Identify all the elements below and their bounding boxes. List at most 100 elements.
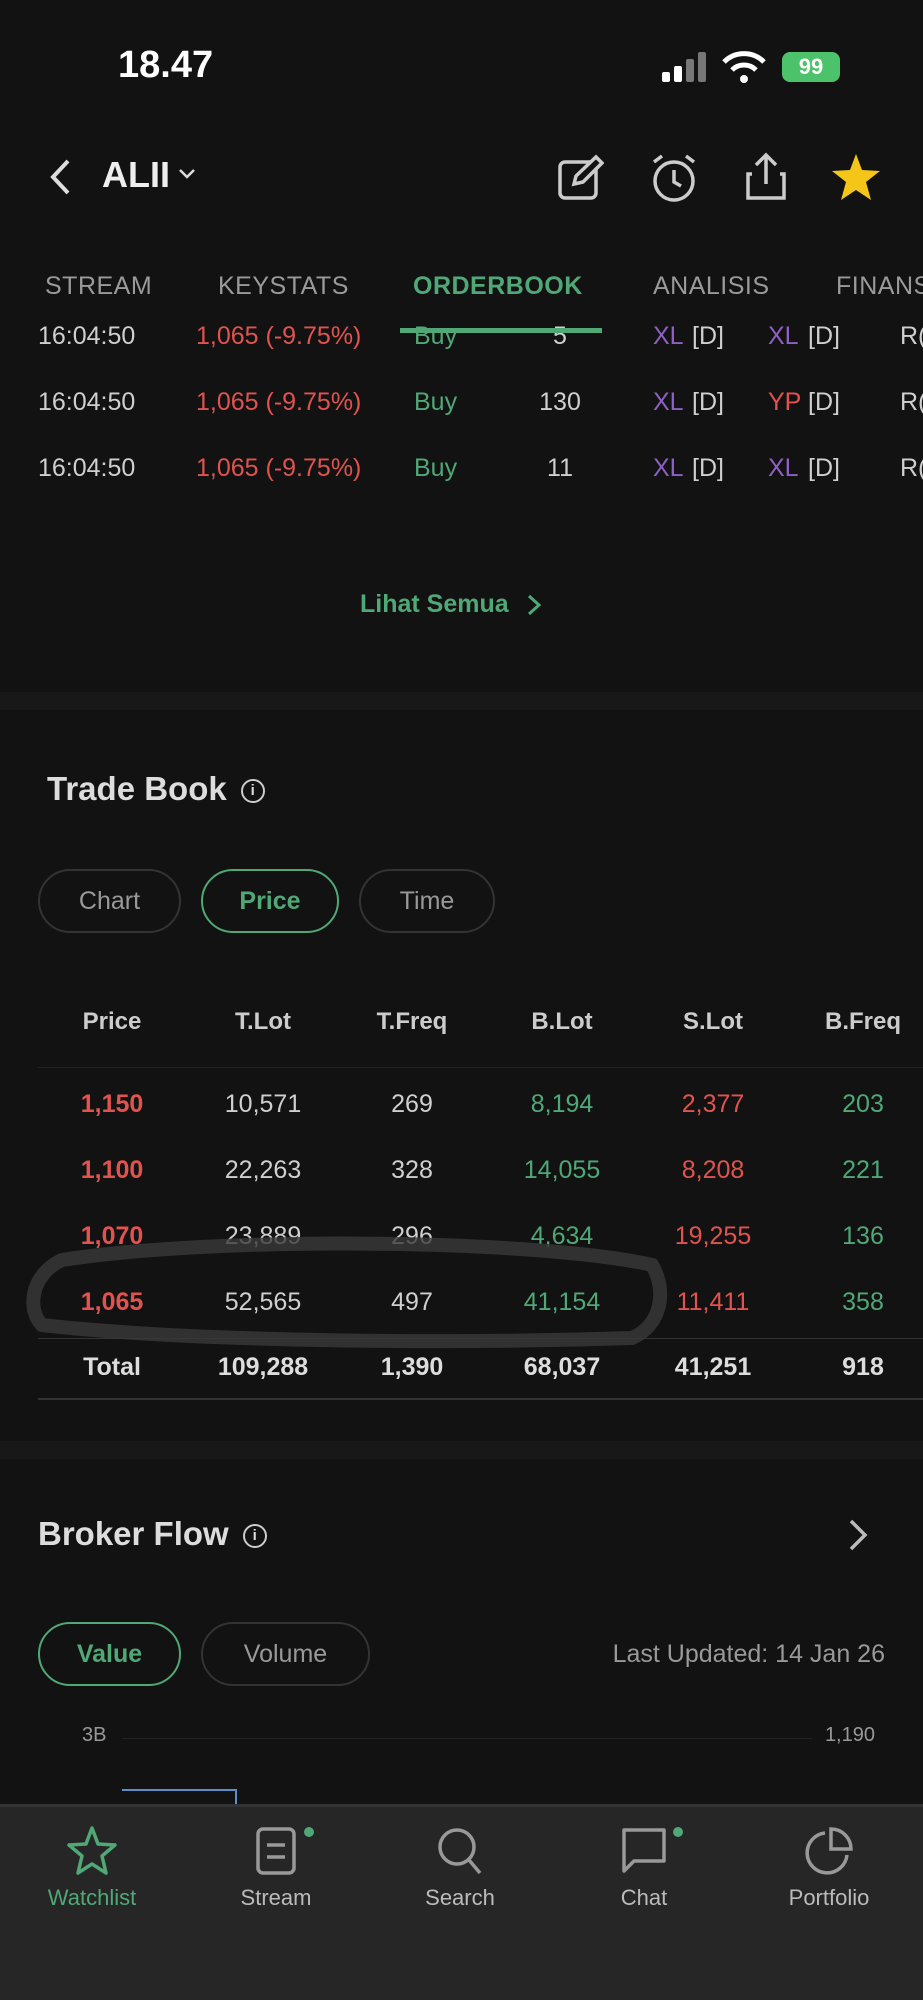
filter-price[interactable]: Price (201, 869, 339, 933)
stream-price: 1,065 (-9.75%) (196, 322, 362, 350)
stream-action: Buy (414, 322, 458, 350)
cell-price: 1,065 (80, 1288, 144, 1316)
star-icon (67, 1826, 117, 1875)
chart-gridline (122, 1738, 812, 1739)
nav-watchlist[interactable]: Watchlist (17, 1825, 167, 1911)
tab-finansial[interactable]: FINANS (836, 272, 923, 300)
status-time: 18.47 (118, 44, 214, 86)
see-all-link[interactable]: Lihat Semua (360, 590, 542, 619)
search-icon (438, 1828, 482, 1875)
notification-dot (673, 1827, 683, 1837)
stream-price: 1,065 (-9.75%) (196, 388, 362, 416)
alarm-icon[interactable] (648, 152, 700, 204)
edit-icon[interactable] (556, 154, 604, 202)
cell-price: 1,100 (80, 1156, 144, 1184)
filter-time[interactable]: Time (359, 869, 495, 933)
cell-t-freq: T.Freq (376, 1008, 448, 1035)
cell-t-freq: 497 (391, 1288, 433, 1316)
cell-s-lot: S.Lot (683, 1008, 743, 1035)
table-header: Price T.Lot T.Freq B.Lot S.Lot B.Freq (38, 1008, 923, 1068)
broker-flow-title-text: Broker Flow (38, 1515, 229, 1552)
nav-label: Watchlist (47, 1885, 137, 1910)
cell-b-lot: 14,055 (523, 1156, 601, 1184)
active-tab-indicator (400, 328, 602, 333)
y-axis-right-label: 1,190 (824, 1724, 875, 1746)
share-icon[interactable] (744, 152, 788, 202)
cell-b-freq: 918 (842, 1353, 884, 1381)
chevron-down-icon[interactable] (178, 168, 196, 180)
cell-s-lot: 2,377 (681, 1090, 745, 1118)
nav-search[interactable]: Search (385, 1825, 535, 1911)
cell-t-lot: 10,571 (224, 1090, 302, 1118)
hand-drawn-highlight (26, 1236, 668, 1349)
stream-price: 1,065 (-9.75%) (196, 454, 362, 482)
info-icon[interactable]: i (242, 1524, 267, 1549)
info-icon[interactable]: i (240, 779, 265, 804)
section-divider (0, 1441, 923, 1459)
stream-buyer-type: [D] (692, 454, 724, 482)
stream-lot: 130 (539, 388, 581, 416)
stream-seller: XL (768, 322, 799, 350)
cell-b-freq: 136 (842, 1222, 884, 1250)
stream-buyer: XL (653, 322, 684, 350)
broker-flow-title: Broker Flow i (38, 1515, 267, 1553)
trade-book-title: Trade Book i (47, 770, 265, 808)
battery-indicator: 99 (782, 52, 840, 82)
tab-analisis[interactable]: ANALISIS (653, 272, 770, 300)
cell-s-lot: 19,255 (674, 1222, 752, 1250)
cell-s-lot: 11,411 (676, 1288, 750, 1316)
back-chevron-icon[interactable] (48, 158, 72, 196)
tab-keystats[interactable]: KEYSTATS (218, 272, 349, 300)
cell-t-freq: 1,390 (380, 1353, 444, 1381)
see-all-label: Lihat Semua (360, 590, 509, 618)
trade-book-title-text: Trade Book (47, 770, 227, 807)
stream-extra: R( (900, 322, 923, 350)
signal-icon (662, 52, 706, 82)
cell-price: 1,150 (80, 1090, 144, 1118)
nav-stream[interactable]: Stream (201, 1825, 351, 1911)
cell-t-lot: 109,288 (217, 1353, 309, 1381)
stream-action: Buy (414, 454, 458, 482)
stream-lot: 11 (547, 454, 573, 482)
bottom-nav: Watchlist Stream Search Chat Portfolio (0, 1804, 923, 2000)
stream-buyer-type: [D] (692, 388, 724, 416)
cell-s-lot: 8,208 (681, 1156, 745, 1184)
stream-lot: 5 (553, 322, 567, 350)
stream-time: 16:04:50 (38, 454, 136, 482)
stream-seller-type: [D] (808, 388, 840, 416)
cell-price: Total (83, 1353, 141, 1381)
notification-dot (304, 1827, 314, 1837)
chevron-right-icon[interactable] (848, 1518, 868, 1552)
nav-label: Search (425, 1885, 495, 1910)
stream-seller-type: [D] (808, 454, 840, 482)
nav-label: Stream (240, 1885, 312, 1910)
cell-t-freq: 328 (391, 1156, 433, 1184)
cell-b-freq: 221 (842, 1156, 884, 1184)
nav-portfolio[interactable]: Portfolio (754, 1825, 904, 1911)
cell-b-lot: 41,154 (523, 1288, 601, 1316)
filter-chart[interactable]: Chart (38, 869, 181, 933)
filter-value[interactable]: Value (38, 1622, 181, 1686)
stream-action: Buy (414, 388, 458, 416)
favorite-star-icon[interactable] (830, 152, 882, 202)
cell-b-freq: 358 (842, 1288, 884, 1316)
symbol-title[interactable]: ALII (102, 154, 170, 195)
chat-icon (622, 1828, 666, 1873)
cell-price: Price (82, 1008, 142, 1035)
cell-b-freq: B.Freq (824, 1008, 901, 1035)
nav-chat[interactable]: Chat (569, 1825, 719, 1911)
tab-stream[interactable]: STREAM (45, 272, 153, 300)
stream-seller: YP (768, 388, 802, 416)
cell-b-lot: 8,194 (530, 1090, 594, 1118)
nav-label: Chat (620, 1885, 668, 1910)
stream-buyer: XL (653, 388, 684, 416)
stream-buyer: XL (653, 454, 684, 482)
wifi-icon (722, 51, 766, 83)
stream-seller: XL (768, 454, 799, 482)
cell-b-lot: 68,037 (523, 1353, 601, 1381)
cell-b-freq: 203 (842, 1090, 884, 1118)
cell-s-lot: 41,251 (674, 1353, 752, 1381)
filter-volume[interactable]: Volume (201, 1622, 370, 1686)
stream-time: 16:04:50 (38, 388, 136, 416)
tab-orderbook[interactable]: ORDERBOOK (413, 272, 583, 300)
